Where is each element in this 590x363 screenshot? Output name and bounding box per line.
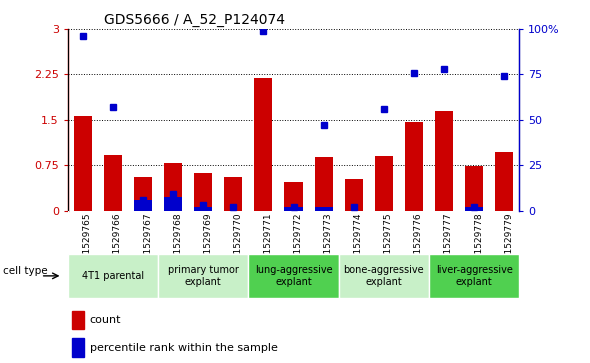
Bar <box>465 166 483 211</box>
Text: GSM1529772: GSM1529772 <box>293 213 303 273</box>
Bar <box>339 254 429 298</box>
Bar <box>158 254 248 298</box>
Text: GSM1529776: GSM1529776 <box>414 213 423 273</box>
Text: cell type: cell type <box>4 266 48 276</box>
Text: GDS5666 / A_52_P124074: GDS5666 / A_52_P124074 <box>104 13 285 26</box>
Text: GSM1529779: GSM1529779 <box>504 213 513 273</box>
Text: GSM1529771: GSM1529771 <box>263 213 273 273</box>
Bar <box>435 111 453 211</box>
Text: GSM1529766: GSM1529766 <box>113 213 122 273</box>
Text: bone-aggressive
explant: bone-aggressive explant <box>343 265 424 287</box>
Bar <box>104 155 122 211</box>
Bar <box>284 207 303 211</box>
Text: lung-aggressive
explant: lung-aggressive explant <box>255 265 332 287</box>
Bar <box>224 177 242 211</box>
Text: GSM1529765: GSM1529765 <box>83 213 92 273</box>
Bar <box>375 156 393 211</box>
Bar <box>164 163 182 211</box>
Text: GSM1529775: GSM1529775 <box>384 213 393 273</box>
Bar <box>73 338 84 357</box>
Bar <box>74 115 92 211</box>
Bar <box>495 152 513 211</box>
Bar <box>314 207 333 211</box>
Text: primary tumor
explant: primary tumor explant <box>168 265 239 287</box>
Bar <box>73 310 84 329</box>
Bar <box>465 207 483 211</box>
Bar <box>248 254 339 298</box>
Bar <box>314 157 333 211</box>
Text: percentile rank within the sample: percentile rank within the sample <box>90 343 277 352</box>
Bar <box>68 254 158 298</box>
Text: 4T1 parental: 4T1 parental <box>82 271 144 281</box>
Text: GSM1529774: GSM1529774 <box>354 213 363 273</box>
Text: GSM1529778: GSM1529778 <box>474 213 483 273</box>
Bar <box>345 179 363 211</box>
Bar <box>405 122 423 211</box>
Text: liver-aggressive
explant: liver-aggressive explant <box>435 265 513 287</box>
Text: GSM1529773: GSM1529773 <box>323 213 333 273</box>
Text: GSM1529769: GSM1529769 <box>203 213 212 273</box>
Bar <box>134 200 152 211</box>
Bar <box>194 207 212 211</box>
Bar <box>429 254 519 298</box>
Bar <box>194 173 212 211</box>
Text: GSM1529768: GSM1529768 <box>173 213 182 273</box>
Bar <box>254 78 273 211</box>
Text: GSM1529770: GSM1529770 <box>233 213 242 273</box>
Text: GSM1529767: GSM1529767 <box>143 213 152 273</box>
Text: count: count <box>90 315 121 325</box>
Bar <box>164 197 182 211</box>
Bar <box>284 182 303 211</box>
Bar <box>134 177 152 211</box>
Text: GSM1529777: GSM1529777 <box>444 213 453 273</box>
